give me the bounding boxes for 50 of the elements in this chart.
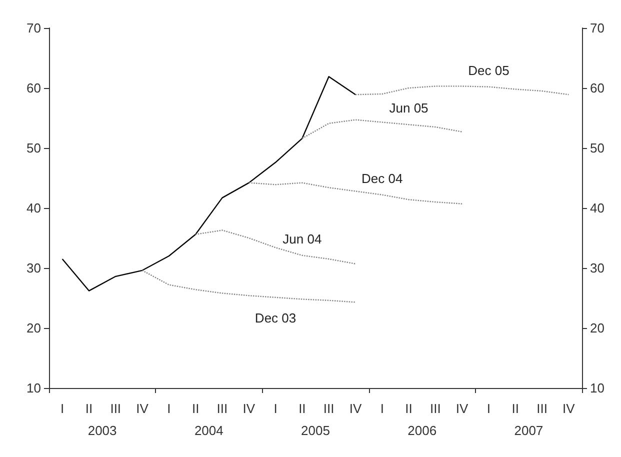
series-label: Jun 05 [389, 100, 428, 116]
x-tick-label: II [298, 401, 306, 416]
y-tick-label: 40 [26, 200, 41, 216]
series-label: Dec 05 [468, 62, 510, 78]
x-tick-label: II [85, 401, 93, 416]
series-label: Jun 04 [282, 231, 322, 246]
y-tick-label: 20 [26, 320, 41, 336]
x-tick-label: I [274, 401, 278, 416]
x-tick-label: IV [456, 401, 469, 416]
x-tick-label: III [323, 401, 334, 416]
x-tick-label: I [380, 401, 384, 416]
line-series [302, 119, 463, 139]
text: 2003 [88, 423, 117, 438]
x-tick-label: IV [349, 401, 362, 416]
y2-tick-label: 30 [590, 260, 604, 276]
x-tick-label: III [110, 401, 122, 416]
text: 2007 [514, 423, 544, 438]
text: 2005 [301, 423, 330, 438]
y2-tick-label: 10 [590, 380, 604, 396]
line-series [248, 182, 463, 204]
x-tick-label: III [430, 401, 441, 416]
y2-tick-label: 60 [590, 80, 604, 96]
y2-tick-label: 20 [590, 320, 604, 336]
x-tick-label: I [60, 401, 64, 416]
series-label: Dec 03 [254, 310, 296, 326]
line-series [354, 86, 570, 96]
y2-tick-label: 50 [590, 140, 604, 156]
x-tick-label: III [216, 401, 228, 416]
series-label: Dec 04 [362, 170, 403, 186]
y-tick-label: 50 [26, 140, 41, 156]
text: 2004 [194, 423, 224, 438]
y2-tick-label: 40 [590, 200, 604, 216]
x-tick-label: IV [136, 401, 149, 416]
text: 2006 [408, 423, 437, 438]
y-tick-label: 60 [26, 80, 41, 96]
x-tick-label: I [486, 401, 491, 416]
x-tick-label: II [405, 401, 412, 416]
x-tick-label: II [512, 401, 519, 416]
y2-tick-label: 70 [590, 20, 604, 36]
y-tick-label: 10 [26, 380, 41, 396]
y-tick-label: 70 [26, 20, 41, 36]
x-tick-label: I [167, 401, 171, 416]
x-tick-label: II [192, 401, 200, 416]
x-tick-label: III [536, 401, 548, 416]
line-series [62, 76, 356, 292]
x-tick-label: IV [562, 401, 576, 416]
x-tick-label: IV [242, 401, 256, 416]
line-series [194, 230, 356, 264]
line-series [142, 270, 356, 303]
y-tick-label: 30 [26, 260, 41, 276]
